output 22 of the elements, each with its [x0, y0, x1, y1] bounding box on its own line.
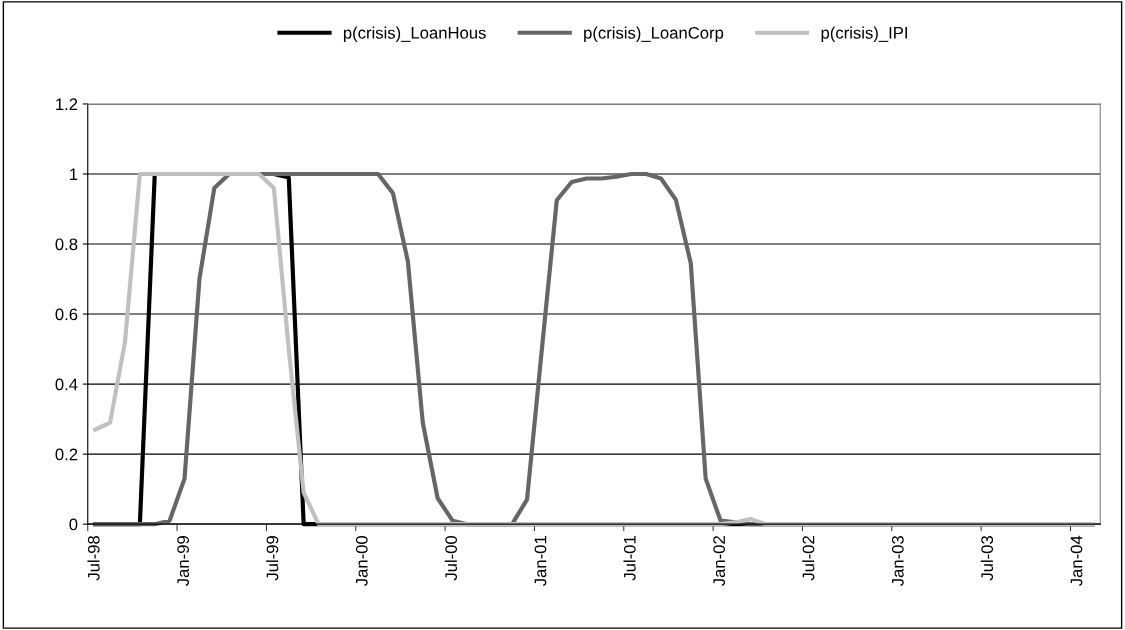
x-tick-label: Jan-01 — [534, 536, 547, 586]
legend-label: p(crisis)_IPI — [821, 26, 907, 43]
x-tick-label: Jul-01 — [623, 536, 636, 581]
x-tick-label: Jan-02 — [713, 536, 726, 586]
y-tick-label: 0.6 — [55, 308, 78, 321]
y-tick-label: 1.2 — [56, 98, 78, 110]
legend-label: p(crisis)_LoanHous — [343, 26, 486, 43]
x-tick-label: Jul-03 — [980, 536, 994, 581]
y-tick-label: 0.2 — [55, 448, 78, 461]
legend-label: p(crisis)_LoanCorp — [584, 26, 724, 43]
x-tick-label: Jul-99 — [266, 536, 279, 581]
y-tick-label: 0 — [69, 518, 78, 531]
x-tick-label: Jan-00 — [355, 535, 368, 586]
y-tick-label: 0.4 — [55, 378, 78, 391]
x-tick-label: Jul-98 — [87, 535, 100, 581]
x-tick-label: Jul-02 — [802, 536, 815, 581]
x-tick-label: Jan-99 — [177, 536, 190, 586]
y-tick-label: 0.8 — [55, 238, 78, 251]
x-tick-label: Jan-03 — [891, 536, 904, 586]
y-tick-label: 1 — [70, 168, 78, 181]
x-tick-label: Jul-00 — [444, 535, 458, 581]
x-tick-label: Jan-04 — [1070, 535, 1083, 586]
